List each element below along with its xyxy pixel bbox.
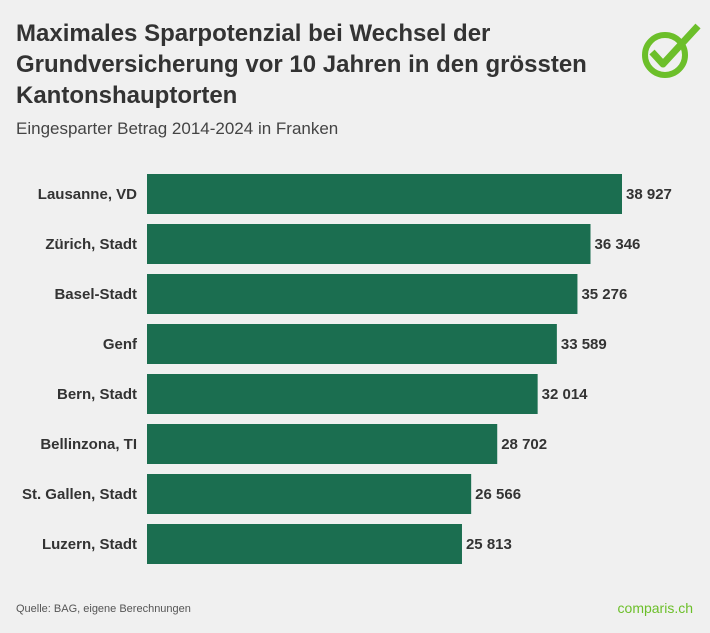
bar-3 [147,324,557,364]
value-label: 36 346 [595,236,641,253]
value-label: 28 702 [501,436,547,453]
category-label: St. Gallen, Stadt [22,486,137,503]
category-label: Lausanne, VD [38,186,137,203]
value-label: 26 566 [475,486,521,503]
value-label: 33 589 [561,336,607,353]
value-label: 35 276 [581,286,627,303]
bar-2 [147,274,578,314]
bar-4 [147,374,538,414]
category-label: Bern, Stadt [57,386,137,403]
value-label: 25 813 [466,536,512,553]
bar-0 [147,174,622,214]
value-label: 32 014 [542,386,589,403]
category-label: Bellinzona, TI [40,436,137,453]
category-label: Luzern, Stadt [42,536,137,553]
bar-7 [147,524,462,564]
bar-6 [147,474,472,514]
bar-5 [147,424,498,464]
chart-subtitle: Eingesparter Betrag 2014-2024 in Franken [16,119,339,138]
chart-title: Maximales Sparpotenzial bei Wechsel der … [16,20,587,109]
brand-logo-text: comparis.ch [617,600,693,616]
bar-1 [147,224,591,264]
category-label: Genf [103,336,138,353]
bar-chart: Lausanne, VD 38 927 Zürich, Stadt 36 346 Bas… [22,174,672,564]
category-label: Zürich, Stadt [45,236,137,253]
source-note: Quelle: BAG, eigene Berechnungen [16,603,191,615]
category-label: Basel-Stadt [54,286,137,303]
checkmark-circle-icon [642,23,701,78]
value-label: 38 927 [626,186,672,203]
